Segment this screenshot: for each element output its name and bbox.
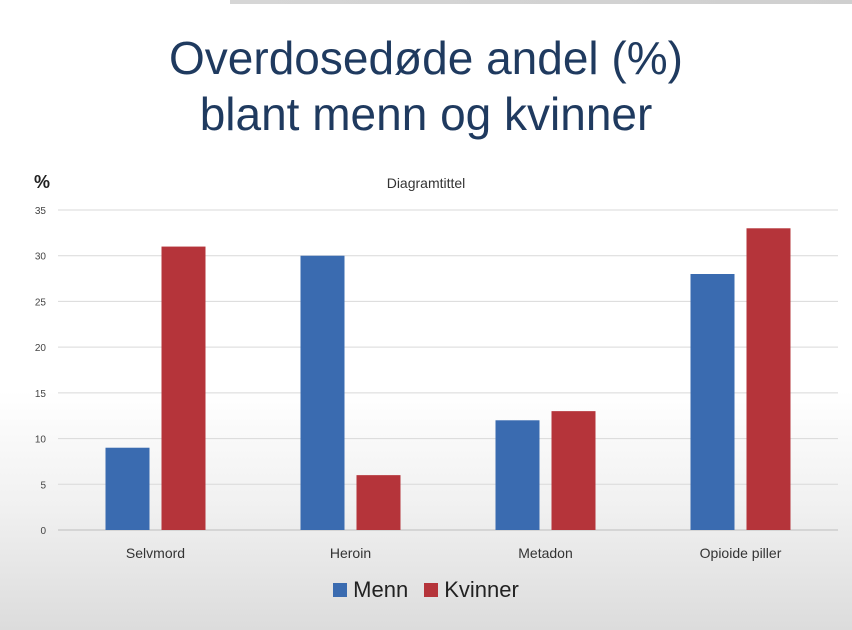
top-edge-bar <box>0 0 852 4</box>
slide-title: Overdosedøde andel (%) blant menn og kvi… <box>0 30 852 142</box>
y-tick-label: 15 <box>35 389 47 400</box>
legend-item-kvinner: Kvinner <box>424 577 519 603</box>
bar-kvinner-metadon <box>551 411 596 530</box>
y-tick-label: 10 <box>35 435 47 446</box>
chart-title: Diagramtittel <box>386 175 466 191</box>
x-category-label: Opioide piller <box>700 545 782 561</box>
slide-title-line-2: blant menn og kvinner <box>199 88 653 140</box>
legend: Menn Kvinner <box>0 577 852 603</box>
y-axis-label: % <box>34 172 51 192</box>
y-tick-label: 0 <box>40 526 46 537</box>
x-category-label: Selvmord <box>126 545 185 561</box>
legend-swatch-kvinner <box>424 583 439 597</box>
bar-menn-selvmord <box>105 447 150 530</box>
x-category-label: Metadon <box>518 545 572 561</box>
bar-kvinner-heroin <box>356 475 401 530</box>
y-tick-label: 25 <box>35 297 47 308</box>
y-tick-label: 30 <box>35 252 47 263</box>
y-tick-label: 20 <box>35 343 47 354</box>
bar-menn-heroin <box>300 255 345 530</box>
bar-kvinner-opioide-piller <box>746 228 791 531</box>
y-tick-label: 5 <box>40 480 46 491</box>
bar-menn-metadon <box>495 420 540 530</box>
bar-kvinner-selvmord <box>161 246 206 531</box>
legend-swatch-menn <box>333 583 348 597</box>
bar-menn-opioide-piller <box>690 274 735 530</box>
legend-item-menn: Menn <box>333 577 408 603</box>
legend-label-menn: Menn <box>353 577 409 602</box>
legend-label-kvinner: Kvinner <box>444 577 519 602</box>
y-tick-label: 35 <box>35 206 47 217</box>
x-category-label: Heroin <box>330 545 371 561</box>
slide-title-line-1: Overdosedøde andel (%) <box>169 32 683 84</box>
